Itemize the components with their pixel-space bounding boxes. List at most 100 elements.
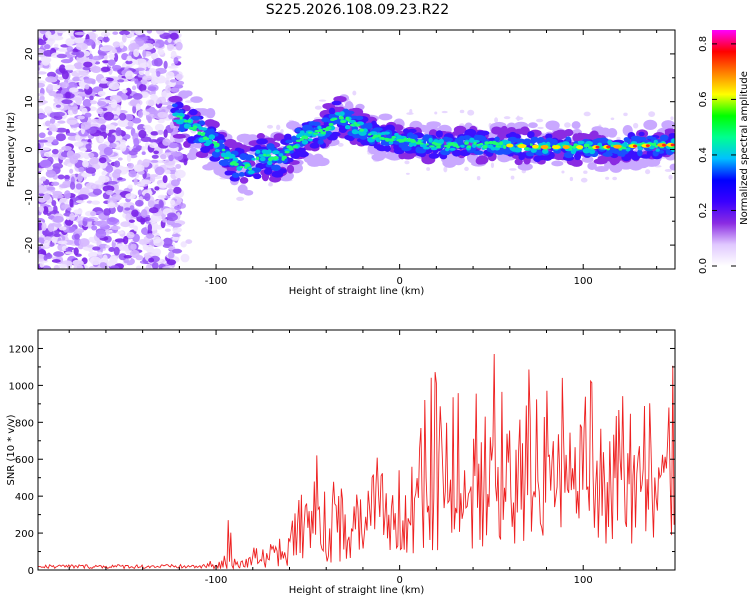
heatmap-cell bbox=[56, 53, 67, 59]
x-tick-label: 0 bbox=[396, 575, 402, 586]
heatmap-cell bbox=[98, 135, 105, 143]
heatmap-cell bbox=[48, 242, 55, 247]
heatmap-cell bbox=[266, 124, 273, 129]
heatmap-cell bbox=[150, 93, 158, 101]
heatmap-cell bbox=[529, 143, 533, 146]
heatmap-cell bbox=[402, 128, 410, 134]
x-tick-label: 0 bbox=[396, 276, 402, 287]
heatmap-cell bbox=[464, 166, 469, 172]
heatmap-cell bbox=[502, 144, 507, 149]
heatmap-cell bbox=[55, 133, 66, 142]
heatmap-cell bbox=[175, 163, 182, 170]
heatmap-cell bbox=[148, 106, 156, 115]
heatmap-cell bbox=[309, 142, 320, 149]
heatmap-cell bbox=[114, 238, 126, 243]
heatmap-cell bbox=[68, 87, 79, 93]
heatmap-cell bbox=[150, 159, 159, 163]
heatmap-cell bbox=[149, 142, 158, 149]
heatmap-cell bbox=[307, 131, 313, 134]
heatmap-cell bbox=[320, 131, 327, 135]
heatmap-cell bbox=[256, 138, 268, 145]
heatmap-cell bbox=[549, 138, 558, 146]
heatmap-cell bbox=[545, 120, 560, 131]
heatmap-cell bbox=[443, 166, 448, 173]
heatmap-cell bbox=[313, 132, 319, 135]
heatmap-cell bbox=[82, 160, 89, 168]
heatmap-cell bbox=[434, 142, 439, 146]
heatmap-cell bbox=[339, 111, 345, 117]
heatmap-cell bbox=[243, 189, 254, 196]
heatmap-cell bbox=[117, 79, 125, 83]
heatmap-cell bbox=[530, 136, 539, 143]
heatmap-cell bbox=[192, 129, 197, 132]
heatmap-cell bbox=[97, 36, 105, 42]
heatmap-cell bbox=[670, 143, 675, 147]
heatmap-cell bbox=[45, 31, 52, 39]
heatmap-cell bbox=[545, 133, 553, 140]
heatmap-cell bbox=[133, 177, 138, 186]
heatmap-cell bbox=[131, 85, 137, 91]
heatmap-cell bbox=[57, 240, 68, 245]
heatmap-cell bbox=[423, 146, 431, 150]
heatmap-cell bbox=[139, 179, 152, 185]
heatmap-cell bbox=[132, 105, 137, 114]
heatmap-cell bbox=[84, 84, 90, 90]
heatmap-cell bbox=[38, 93, 45, 97]
heatmap-cell bbox=[179, 116, 183, 120]
heatmap-cell bbox=[109, 255, 118, 264]
heatmap-cell bbox=[168, 113, 174, 120]
heatmap-cell bbox=[72, 106, 78, 115]
heatmap-cell bbox=[38, 206, 45, 213]
heatmap-cell bbox=[425, 157, 435, 163]
heatmap-cell bbox=[92, 30, 97, 33]
heatmap-cell bbox=[135, 30, 144, 36]
heatmap-cell bbox=[95, 229, 107, 239]
heatmap-cell bbox=[624, 137, 631, 144]
heatmap-cell bbox=[66, 132, 77, 137]
heatmap-cell bbox=[147, 200, 155, 208]
heatmap-cell bbox=[55, 30, 67, 34]
x-tick-label: 100 bbox=[574, 575, 593, 586]
heatmap-cell bbox=[38, 40, 47, 46]
heatmap-cell bbox=[670, 116, 674, 121]
colorbar-tick-label: 0.8 bbox=[698, 36, 709, 52]
heatmap-cell bbox=[408, 142, 414, 148]
heatmap-cell bbox=[106, 217, 118, 225]
heatmap-cell bbox=[172, 236, 180, 241]
heatmap-cell bbox=[127, 184, 133, 189]
heatmap-cell bbox=[410, 134, 419, 140]
heatmap-cell bbox=[120, 93, 129, 101]
heatmap-cell bbox=[200, 127, 208, 131]
heatmap-cell bbox=[137, 110, 143, 118]
heatmap-cell bbox=[90, 211, 97, 217]
heatmap-cell bbox=[53, 233, 61, 238]
heatmap-cell bbox=[583, 111, 591, 117]
heatmap-cell bbox=[52, 193, 64, 199]
heatmap-cell bbox=[98, 175, 106, 185]
heatmap-cell bbox=[89, 95, 94, 101]
line-plot-frame bbox=[37, 329, 676, 571]
heatmap-cell bbox=[409, 108, 413, 114]
heatmap-cell bbox=[377, 151, 387, 160]
heatmap-cell bbox=[47, 223, 55, 233]
heatmap-cell bbox=[251, 157, 256, 161]
heatmap-cell bbox=[622, 141, 628, 148]
heatmap-cell bbox=[45, 76, 57, 83]
heatmap-cell bbox=[119, 143, 127, 152]
heatmap-cell bbox=[99, 262, 107, 269]
heatmap-cell bbox=[111, 194, 122, 201]
heatmap-cell bbox=[144, 192, 151, 202]
heatmap-cell bbox=[231, 172, 240, 178]
heatmap-cell bbox=[442, 137, 453, 143]
heatmap-cell bbox=[276, 124, 281, 131]
heatmap-cell bbox=[140, 216, 146, 225]
heatmap-cell bbox=[273, 156, 279, 160]
heatmap-cell bbox=[157, 118, 165, 124]
y-tick-label: 0 bbox=[28, 566, 34, 577]
heatmap-cell bbox=[343, 110, 355, 115]
heatmap-cell bbox=[52, 35, 64, 41]
heatmap-cell bbox=[428, 152, 440, 159]
heatmap-cell bbox=[53, 111, 66, 117]
heatmap-cell bbox=[113, 246, 120, 256]
heatmap-cell bbox=[38, 114, 48, 119]
